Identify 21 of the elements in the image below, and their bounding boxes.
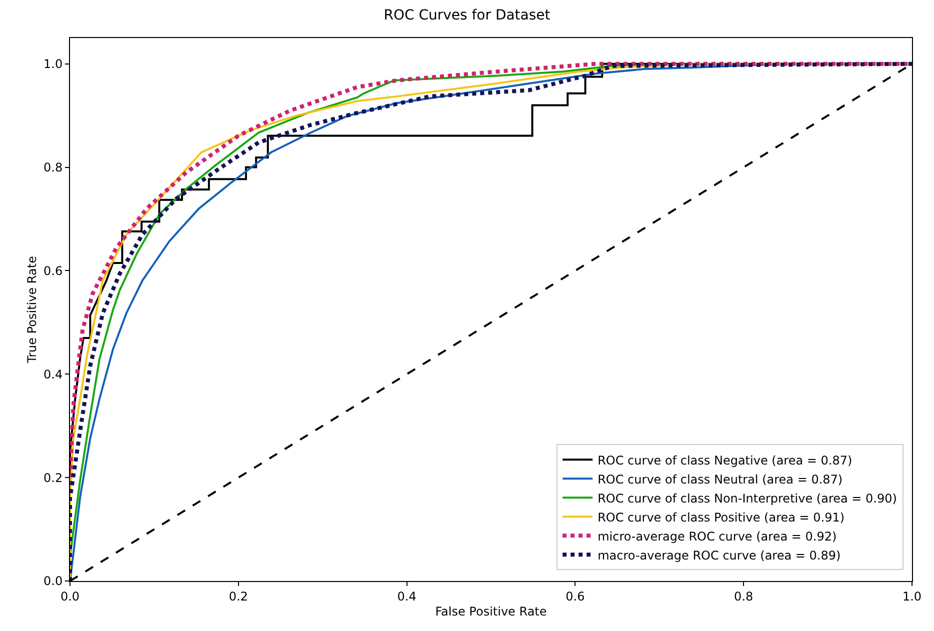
legend-label: ROC curve of class Negative (area = 0.87) — [598, 453, 852, 468]
x-tick-label: 0.0 — [60, 589, 80, 604]
y-tick-label: 0.8 — [44, 160, 63, 174]
x-axis-title: False Positive Rate — [435, 604, 547, 618]
legend-label: ROC curve of class Positive (area = 0.91) — [598, 510, 845, 524]
y-tick-label: 0.4 — [44, 367, 63, 382]
x-tick-label: 0.8 — [734, 589, 754, 604]
legend-label: ROC curve of class Non-Interpretive (area = 0.90) — [598, 491, 897, 506]
y-tick-label: 0.6 — [44, 264, 63, 278]
legend-label: ROC curve of class Neutral (area = 0.87) — [598, 472, 843, 486]
x-tick-label: 0.4 — [397, 589, 416, 604]
x-tick-label: 0.2 — [228, 589, 248, 604]
legend-label: micro-average ROC curve (area = 0.92) — [598, 529, 837, 544]
y-tick-label: 0.2 — [44, 470, 63, 485]
x-tick-label: 1.0 — [902, 589, 922, 604]
y-tick-label: 0.0 — [44, 574, 63, 588]
legend-label: macro-average ROC curve (area = 0.89) — [598, 548, 841, 562]
y-axis-title: True Positive Rate — [24, 256, 39, 364]
x-tick-label: 0.6 — [566, 589, 585, 604]
chart-title: ROC Curves for Dataset — [384, 7, 551, 24]
y-tick-label: 1.0 — [44, 57, 63, 72]
